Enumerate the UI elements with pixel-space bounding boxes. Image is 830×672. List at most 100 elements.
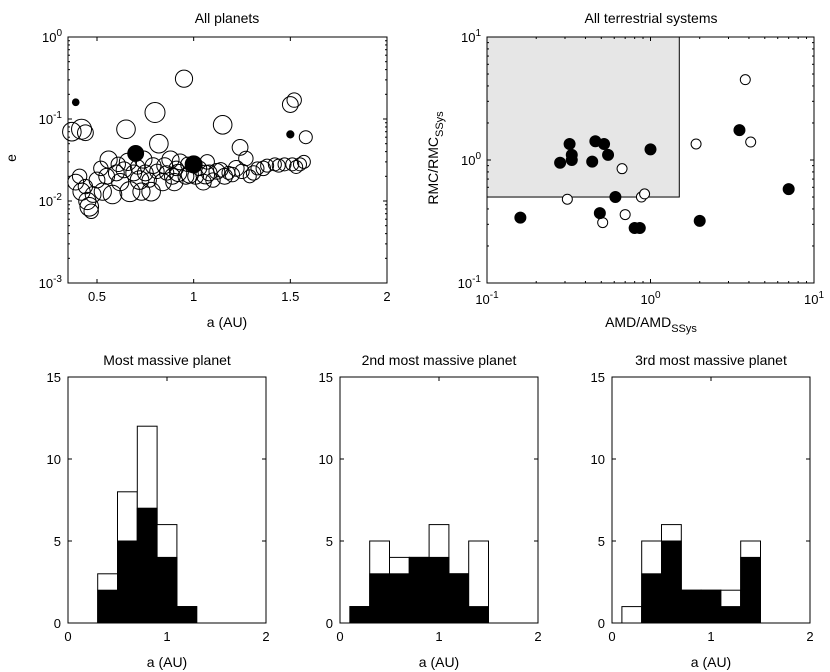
histogram-bars [349,524,490,624]
open-point [102,184,123,205]
filled-point [733,124,746,137]
tick-label: 2 [262,629,269,644]
filled-point [598,137,611,150]
tick-label-exponent: -3 [53,274,62,285]
tick-label-base: 10 [640,292,654,307]
open-point [245,165,262,181]
filled-point [184,155,203,174]
filled-point [127,145,145,162]
open-point [132,182,151,201]
histogram-bar-filled [389,573,410,624]
open-point [619,209,631,221]
tick-label-exponent: -1 [472,274,481,285]
open-point [616,163,628,175]
panel-title: 2nd most massive planet [362,352,517,368]
panel-title: All terrestrial systems [584,10,717,26]
open-point [745,136,757,148]
tick-label-base: 10 [458,276,472,291]
tick-label-exponent: -1 [53,110,62,121]
filled-point [563,137,576,150]
tick-label: 0 [598,616,605,631]
tick-label-exponent: -1 [490,290,499,301]
filled-point [633,221,646,234]
tick-label-base: 10 [39,276,53,291]
histogram-bar-filled [680,589,702,624]
x-axis-label: a (AU) [207,314,247,330]
axis-ticks: 0 1 2 0 5 10 15 [47,370,270,644]
tick-label: 100 [461,151,481,168]
open-point [293,157,307,172]
open-point [78,191,97,211]
x-axis-label: AMD/AMDSSys [605,314,697,335]
tick-label: 0 [608,629,615,644]
open-point [110,156,126,173]
open-point [561,193,573,205]
tick-label: 0.5 [88,289,106,304]
histogram-bar-filled [641,573,663,624]
panel-title: 3rd most massive planet [635,352,787,368]
open-point [107,164,125,182]
panel-2nd-most-massive-planet: 2nd most massive planet 0 1 2 0 5 10 15 a (AU) [319,352,542,670]
histogram-bar-filled [448,573,470,624]
histogram-bar-filled [428,556,450,624]
open-point [250,161,265,176]
histogram-bar-filled [661,540,682,624]
shaded-region [486,36,680,198]
histogram-bar-filled [117,540,138,624]
open-point [260,158,275,173]
x-axis-label-sub: SSys [671,323,697,335]
tick-label: 0 [336,629,343,644]
tick-label: 10-2 [39,192,63,209]
open-point [169,163,188,183]
filled-point [782,183,795,196]
filled-point [514,211,527,224]
panel-title: All planets [195,10,260,26]
tick-label: 10 [47,452,61,467]
histogram-bar-filled [740,556,762,624]
tick-label: 2 [806,629,813,644]
tick-label: 10-1 [475,290,499,307]
tick-label-exponent: 1 [475,28,481,39]
y-axis-label: e [3,154,19,162]
axis-ticks: 0 1 2 0 5 10 15 [319,370,542,644]
tick-label: 0 [64,629,71,644]
histogram-bar-filled [720,606,742,624]
open-point [144,102,166,124]
scatter-points [514,74,795,234]
filled-point [602,148,615,161]
open-point [289,159,304,174]
open-point [212,114,233,135]
histogram-bar-filled [349,606,371,624]
open-point [271,158,286,173]
filled-point [593,207,606,220]
open-point [116,119,136,140]
histogram-bars [621,524,762,624]
histogram-bar-filled [136,507,158,624]
x-axis-label-main: AMD/AMD [605,314,671,330]
tick-label: 101 [804,290,824,307]
tick-label-exponent: -2 [53,192,62,203]
histogram-bar-filled [468,606,490,624]
histogram-bar-total [621,606,643,624]
tick-label: 15 [319,370,333,385]
x-axis-label: a (AU) [147,654,187,670]
histogram-bar-filled [408,556,430,624]
open-point [277,157,292,172]
tick-label: 1 [190,289,197,304]
tick-label: 1 [163,629,170,644]
open-point [141,181,161,202]
open-point [224,166,241,183]
x-axis-label: a (AU) [691,654,731,670]
tick-label: 5 [54,534,61,549]
filled-point [286,130,295,139]
tick-label: 5 [598,534,605,549]
tick-label-exponent: 0 [655,290,661,301]
tick-label-base: 10 [461,30,475,45]
tick-label-exponent: 0 [475,151,481,162]
open-point [285,157,300,172]
open-point [238,150,254,167]
tick-label: 0 [326,616,333,631]
